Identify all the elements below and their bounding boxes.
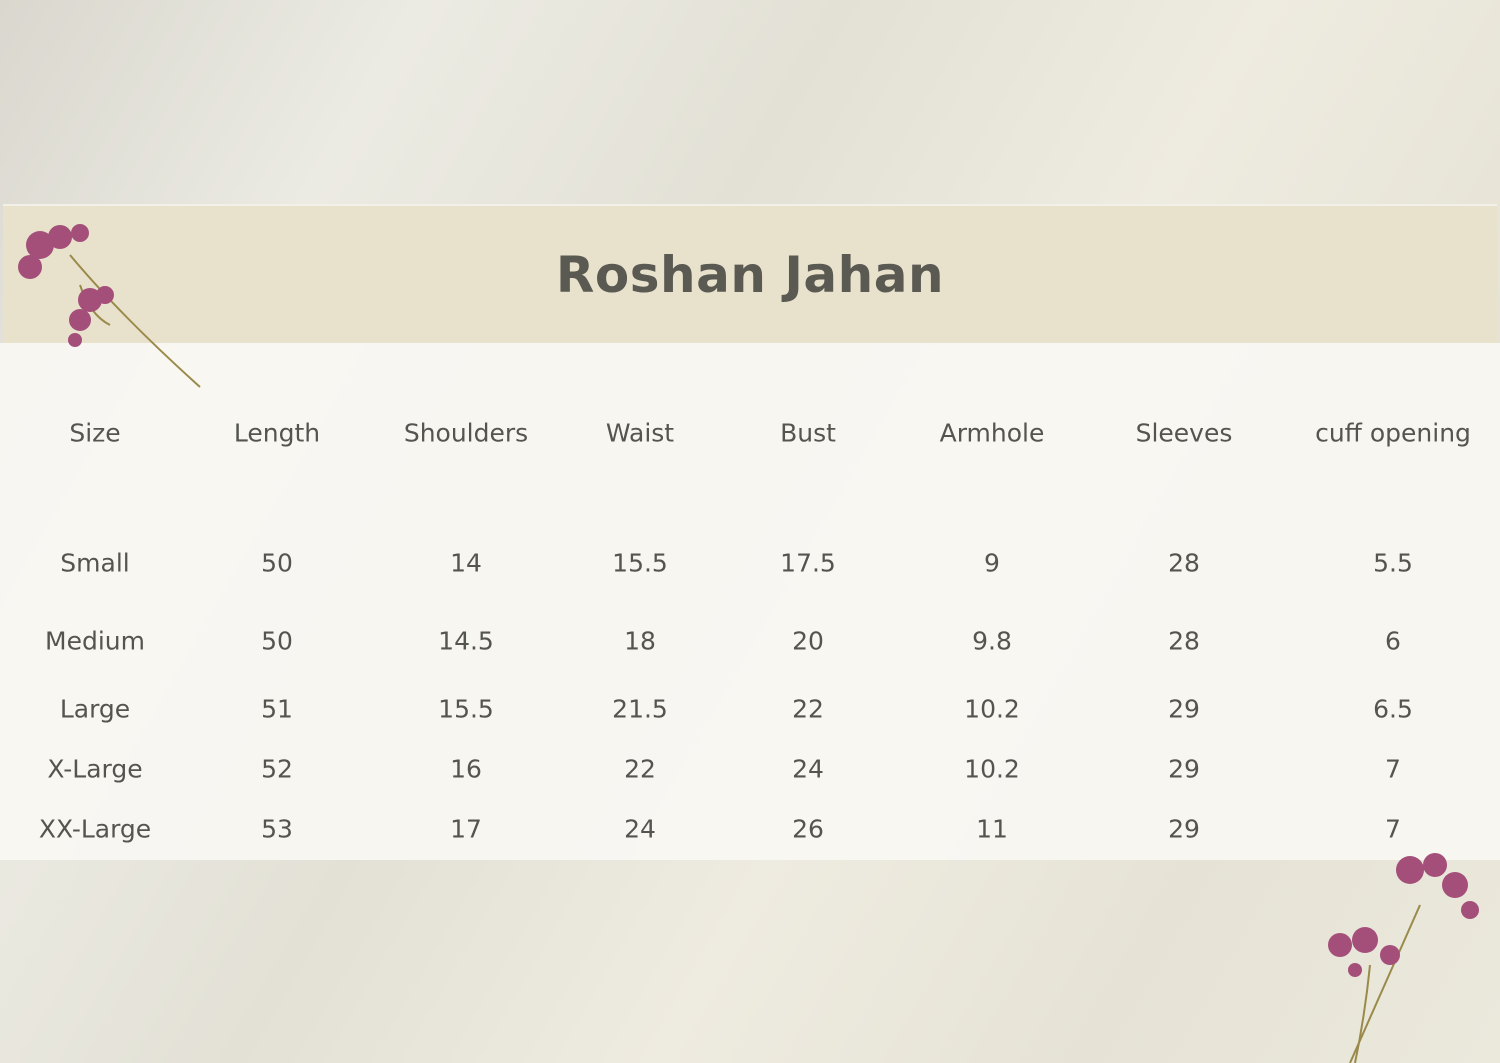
table-cell: 6.5 bbox=[1373, 694, 1413, 724]
column-header: cuff opening bbox=[1315, 418, 1471, 448]
table-cell: 29 bbox=[1168, 694, 1200, 724]
table-cell: 15.5 bbox=[612, 548, 668, 578]
table-cell: 6 bbox=[1385, 626, 1401, 656]
table-cell: 22 bbox=[792, 694, 824, 724]
table-cell: 18 bbox=[624, 626, 656, 656]
table-cell: 24 bbox=[792, 754, 824, 784]
table-cell: 51 bbox=[261, 694, 293, 724]
column-header: Size bbox=[69, 418, 121, 448]
table-cell: 24 bbox=[624, 814, 656, 844]
table-cell: 53 bbox=[261, 814, 293, 844]
table-cell: 22 bbox=[624, 754, 656, 784]
column-header: Waist bbox=[605, 418, 675, 448]
size-label: X-Large bbox=[47, 754, 143, 784]
table-cell: 17 bbox=[450, 814, 482, 844]
column-header: Length bbox=[233, 418, 321, 448]
page-title: Roshan Jahan bbox=[555, 246, 945, 304]
table-cell: 14.5 bbox=[438, 626, 494, 656]
table-cell: 28 bbox=[1168, 548, 1200, 578]
table-cell: 16 bbox=[450, 754, 482, 784]
table-cell: 15.5 bbox=[438, 694, 494, 724]
size-label: Large bbox=[59, 694, 131, 724]
table-cell: 10.2 bbox=[964, 694, 1020, 724]
table-cell: 20 bbox=[792, 626, 824, 656]
size-label: XX-Large bbox=[38, 814, 152, 844]
table-cell: 9 bbox=[984, 548, 1000, 578]
table-cell: 28 bbox=[1168, 626, 1200, 656]
table-cell: 50 bbox=[261, 626, 293, 656]
title-band bbox=[3, 204, 1497, 345]
table-cell: 14 bbox=[450, 548, 482, 578]
column-header: Armhole bbox=[939, 418, 1045, 448]
size-table: Size Length Shoulders Waist Bust Armhole Sleev… bbox=[0, 343, 1500, 860]
table-cell: 52 bbox=[261, 754, 293, 784]
table-cell: 5.5 bbox=[1373, 548, 1413, 578]
column-header: Shoulders bbox=[403, 418, 529, 448]
table-cell: 50 bbox=[261, 548, 293, 578]
table-cell: 9.8 bbox=[972, 626, 1012, 656]
table-cell: 21.5 bbox=[612, 694, 668, 724]
column-header: Bust bbox=[780, 418, 836, 448]
table-cell: 11 bbox=[976, 814, 1008, 844]
flower-decoration-icon bbox=[1328, 853, 1479, 1063]
table-cell: 29 bbox=[1168, 814, 1200, 844]
flower-decoration-icon bbox=[18, 224, 201, 388]
table-cell: 26 bbox=[792, 814, 824, 844]
table-cell: 7 bbox=[1385, 754, 1401, 784]
table-cell: 29 bbox=[1168, 754, 1200, 784]
size-label: Small bbox=[60, 548, 130, 578]
size-label: Medium bbox=[45, 626, 145, 656]
table-cell: 10.2 bbox=[964, 754, 1020, 784]
table-cell: 17.5 bbox=[780, 548, 836, 578]
table-cell: 7 bbox=[1385, 814, 1401, 844]
column-header: Sleeves bbox=[1135, 418, 1233, 448]
